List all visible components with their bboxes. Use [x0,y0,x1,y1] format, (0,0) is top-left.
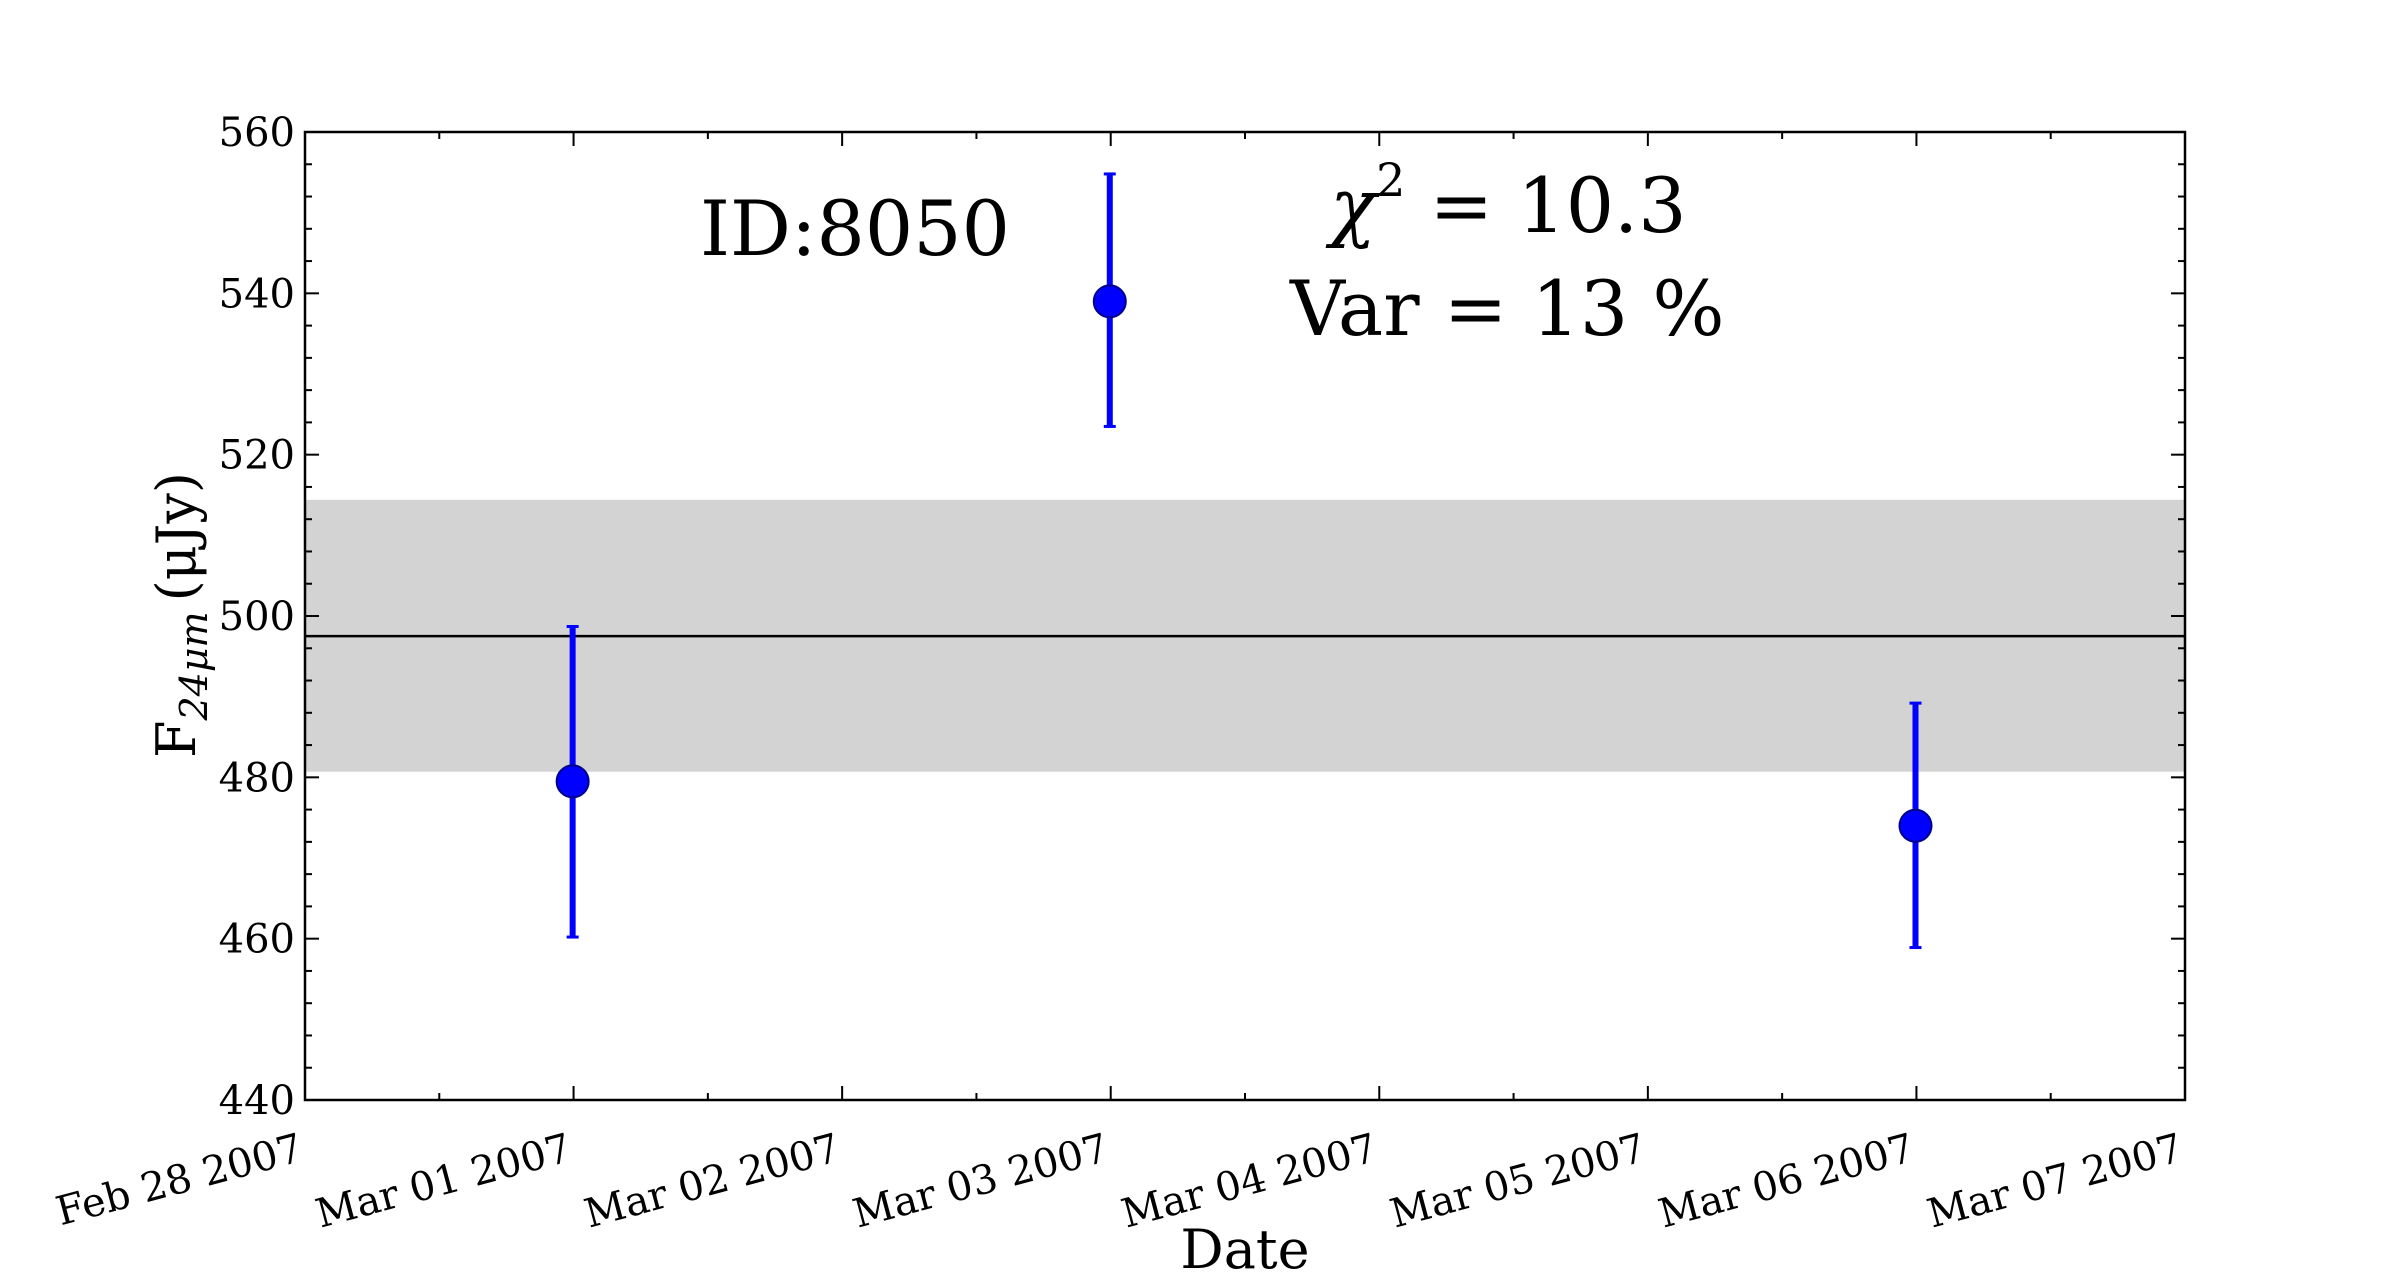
y-axis-title-subscript: 24μm [172,611,216,721]
data-point-3 [1898,808,1933,843]
x-tick-label: Feb 28 2007 [51,1125,307,1235]
chi-square-annotation: χ2 = 10.3 [1325,153,1687,250]
y-tick-label: 460 [219,917,295,963]
y-tick-label: 560 [219,110,295,156]
y-axis-title-main: F [145,721,208,758]
y-axis-title-unit: (μJy) [145,472,208,601]
y-axis-title: F24μm (μJy) [145,472,216,758]
points-layer [555,172,1933,950]
y-tick-label: 500 [219,594,295,640]
x-axis-title: Date [1180,1218,1309,1281]
data-point-1 [555,764,590,799]
x-tick-label: Mar 05 2007 [1385,1125,1650,1237]
data-point-group-3 [1898,701,1933,950]
x-tick-label: Mar 03 2007 [848,1125,1113,1237]
y-tick-label: 480 [219,755,295,801]
data-point-group-2 [1092,172,1127,428]
x-tick-label: Mar 07 2007 [1923,1125,2188,1237]
variability-annotation: Var = 13 % [1289,264,1725,353]
x-tick-label: Mar 06 2007 [1654,1125,1919,1237]
y-tick-label: 520 [219,433,295,479]
axes-layer [303,130,2187,1102]
x-tick-label: Mar 01 2007 [311,1125,576,1237]
data-point-2 [1092,284,1127,319]
y-tick-label: 540 [219,271,295,317]
x-tick-label: Mar 02 2007 [580,1125,845,1237]
data-point-group-1 [555,624,590,939]
id-annotation: ID:8050 [700,184,1010,273]
y-tick-label: 440 [219,1078,295,1124]
chi-value: = 10.3 [1405,161,1686,250]
chi-symbol: χ [1325,161,1380,250]
chi-superscript: 2 [1376,153,1405,207]
